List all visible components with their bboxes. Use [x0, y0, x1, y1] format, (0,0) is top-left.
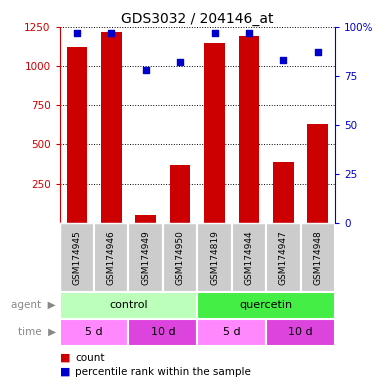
- Bar: [232, 223, 266, 292]
- Bar: [136, 215, 156, 223]
- Point: [246, 30, 252, 36]
- Point: [211, 30, 218, 36]
- Text: control: control: [109, 300, 148, 310]
- Bar: [307, 124, 328, 223]
- Text: percentile rank within the sample: percentile rank within the sample: [75, 366, 251, 377]
- Point: [280, 57, 286, 63]
- Bar: [197, 223, 232, 292]
- Text: GSM174948: GSM174948: [313, 230, 322, 285]
- Text: GSM174819: GSM174819: [210, 230, 219, 285]
- Bar: [60, 319, 129, 346]
- Bar: [129, 223, 163, 292]
- Bar: [273, 162, 294, 223]
- Bar: [204, 43, 225, 223]
- Text: count: count: [75, 353, 105, 363]
- Text: time  ▶: time ▶: [18, 327, 56, 337]
- Bar: [170, 165, 191, 223]
- Text: quercetin: quercetin: [239, 300, 293, 310]
- Bar: [67, 47, 87, 223]
- Text: GSM174947: GSM174947: [279, 230, 288, 285]
- Bar: [163, 223, 197, 292]
- Text: GSM174945: GSM174945: [72, 230, 81, 285]
- Text: 5 d: 5 d: [223, 327, 241, 337]
- Point: [74, 30, 80, 36]
- Text: ■: ■: [60, 353, 70, 363]
- Point: [177, 59, 183, 65]
- Bar: [266, 223, 301, 292]
- Bar: [197, 292, 335, 319]
- Bar: [94, 223, 129, 292]
- Point: [315, 49, 321, 55]
- Bar: [239, 36, 259, 223]
- Text: GSM174944: GSM174944: [244, 230, 253, 285]
- Bar: [197, 319, 266, 346]
- Bar: [60, 223, 94, 292]
- Point: [142, 67, 149, 73]
- Bar: [60, 292, 197, 319]
- Bar: [266, 319, 335, 346]
- Text: agent  ▶: agent ▶: [11, 300, 56, 310]
- Bar: [101, 31, 122, 223]
- Text: 10 d: 10 d: [151, 327, 175, 337]
- Text: GSM174946: GSM174946: [107, 230, 116, 285]
- Point: [108, 30, 114, 36]
- Text: GSM174950: GSM174950: [176, 230, 185, 285]
- Text: 5 d: 5 d: [85, 327, 103, 337]
- Text: 10 d: 10 d: [288, 327, 313, 337]
- Text: GSM174949: GSM174949: [141, 230, 150, 285]
- Bar: [301, 223, 335, 292]
- Title: GDS3032 / 204146_at: GDS3032 / 204146_at: [121, 12, 274, 26]
- Bar: [129, 319, 197, 346]
- Text: ■: ■: [60, 366, 70, 377]
